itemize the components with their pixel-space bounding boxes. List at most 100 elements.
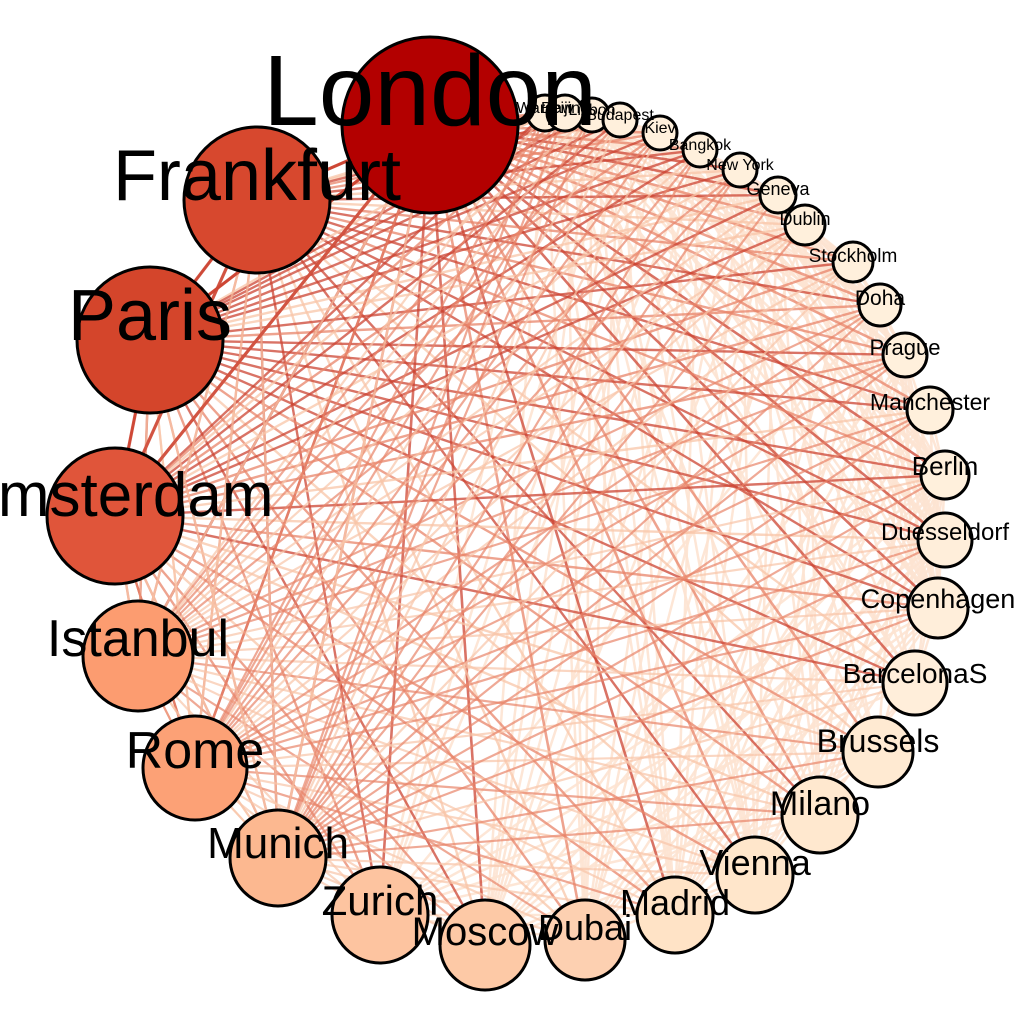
node-circle-dublin xyxy=(783,203,827,247)
edge-Geneva-Moscow xyxy=(483,194,780,946)
edge-Munich-Madrid xyxy=(277,856,676,917)
node-london xyxy=(340,35,520,215)
node-circle-frankfurt xyxy=(182,125,332,275)
node-barcelonas xyxy=(881,649,949,717)
edge-Paris-New York xyxy=(149,168,741,342)
edge-Paris-Lisbon xyxy=(149,113,593,342)
node-label-brussels: Brussels xyxy=(817,723,940,759)
edge-Berlin-Moscow xyxy=(484,474,946,946)
node-layer: LondonWarsawBeijingLisbonBudapestKievBan… xyxy=(0,35,1016,992)
node-label-stockholm: Stockholm xyxy=(809,246,898,267)
edge-Duesseldorf-Dubai xyxy=(584,539,946,941)
node-label-madrid: Madrid xyxy=(620,882,730,923)
edge-Frankfurt-Dubai xyxy=(255,199,587,941)
node-vienna xyxy=(715,835,795,915)
node-circle-barcelonas xyxy=(881,649,949,717)
edge-Amsterdam-Dublin xyxy=(114,223,806,518)
node-dublin xyxy=(783,203,827,247)
edge-Kiev-Vienna xyxy=(658,132,757,876)
node-label-copenhagen: Copenhagen xyxy=(861,584,1016,614)
edge-Rome-Manchester xyxy=(194,409,931,769)
node-prague xyxy=(881,331,929,379)
edge-Istanbul-Prague xyxy=(137,353,906,658)
edge-Rome-Berlin xyxy=(194,473,946,770)
edge-Munich-Budapest xyxy=(277,119,621,859)
edge-Munich-Doha xyxy=(277,304,881,859)
node-amsterdam xyxy=(45,446,185,586)
node-manchester xyxy=(905,385,955,435)
node-label-frankfurt: Frankfurt xyxy=(113,136,401,216)
edge-Paris-Dublin xyxy=(149,223,806,342)
edge-Frankfurt-Prague xyxy=(256,198,906,357)
edge-Munich-Paris xyxy=(148,339,280,859)
node-bangkok xyxy=(681,131,719,169)
node-circle-moscow xyxy=(438,898,532,992)
edge-Istanbul-Beijing xyxy=(137,112,566,657)
edge-Duesseldorf-Moscow xyxy=(484,539,946,946)
node-circle-new-york xyxy=(721,151,759,189)
edge-Rome-Milano xyxy=(194,766,821,817)
edge-Munich-Manchester xyxy=(277,409,931,859)
node-label-new-york: New York xyxy=(706,157,775,174)
edge-Munich-Prague xyxy=(277,354,906,859)
edge-Amsterdam-BarcelonaS xyxy=(114,514,916,685)
node-label-istanbul: Istanbul xyxy=(47,610,229,668)
edge-Istanbul-Stockholm xyxy=(137,261,854,657)
edge-Munich-Brussels xyxy=(277,750,879,860)
node-budapest xyxy=(601,101,639,139)
node-circle-munich xyxy=(228,808,328,908)
edge-Istanbul-BarcelonaS xyxy=(137,654,916,685)
edge-Prague-Moscow xyxy=(483,354,907,946)
node-berlin xyxy=(919,449,971,501)
edge-Amsterdam-Copenhagen xyxy=(114,514,939,610)
edge-Paris-BarcelonaS xyxy=(149,338,916,685)
node-circle-budapest xyxy=(601,101,639,139)
edge-Munich-Frankfurt xyxy=(255,199,280,859)
edge-Rome-Vienna xyxy=(194,766,756,877)
edge-Munich-Bangkok xyxy=(277,149,701,859)
node-label-paris: Paris xyxy=(68,276,232,356)
edge-Paris-Madrid xyxy=(149,339,676,916)
node-label-moscow: Moscow xyxy=(412,910,559,954)
edge-Munich-Geneva xyxy=(277,194,779,859)
node-label-munich: Munich xyxy=(207,819,349,868)
edge-Frankfurt-Milano xyxy=(256,199,821,816)
node-label-duesseldorf: Duesseldorf xyxy=(881,519,1009,546)
node-circle-prague xyxy=(881,331,929,379)
node-circle-manchester xyxy=(905,385,955,435)
edge-Frankfurt-Dublin xyxy=(256,198,806,227)
node-circle-vienna xyxy=(715,835,795,915)
node-munich xyxy=(228,808,328,908)
edge-Rome-Duesseldorf xyxy=(194,538,946,770)
node-label-doha: Doha xyxy=(855,287,906,310)
edge-Istanbul-Dubai xyxy=(137,655,586,941)
edge-New York-Milano xyxy=(738,169,822,816)
edge-Frankfurt-Vienna xyxy=(256,199,756,876)
node-circle-bangkok xyxy=(681,131,719,169)
node-madrid xyxy=(635,875,715,955)
edge-Istanbul-Madrid xyxy=(137,655,676,916)
edge-Rome-Stockholm xyxy=(194,261,854,769)
edge-Bangkok-Zurich xyxy=(378,149,702,916)
node-geneva xyxy=(758,175,798,215)
edge-Doha-Vienna xyxy=(753,304,882,876)
edge-Paris-Bangkok xyxy=(149,148,701,342)
edge-Lisbon-Madrid xyxy=(590,114,677,916)
edge-Dublin-Dubai xyxy=(583,224,807,941)
edge-Munich-BarcelonaS xyxy=(277,681,916,860)
edge-Rome-Dublin xyxy=(194,224,806,769)
node-milano xyxy=(780,775,860,855)
node-label-prague: Prague xyxy=(870,335,941,360)
node-circle-rome xyxy=(141,714,249,822)
edge-Rome-Moscow xyxy=(194,767,486,946)
edge-Istanbul-Duesseldorf xyxy=(137,538,946,658)
node-circle-istanbul xyxy=(81,599,195,713)
node-dubai xyxy=(543,898,627,982)
node-label-milano: Milano xyxy=(770,785,870,823)
node-label-kiev: Kiev xyxy=(644,120,675,137)
edge-Rome-Frankfurt xyxy=(193,199,259,769)
edge-Rome-London xyxy=(193,124,432,769)
edge-Budapest-Zurich xyxy=(378,119,622,916)
edge-Istanbul-Brussels xyxy=(137,654,879,754)
